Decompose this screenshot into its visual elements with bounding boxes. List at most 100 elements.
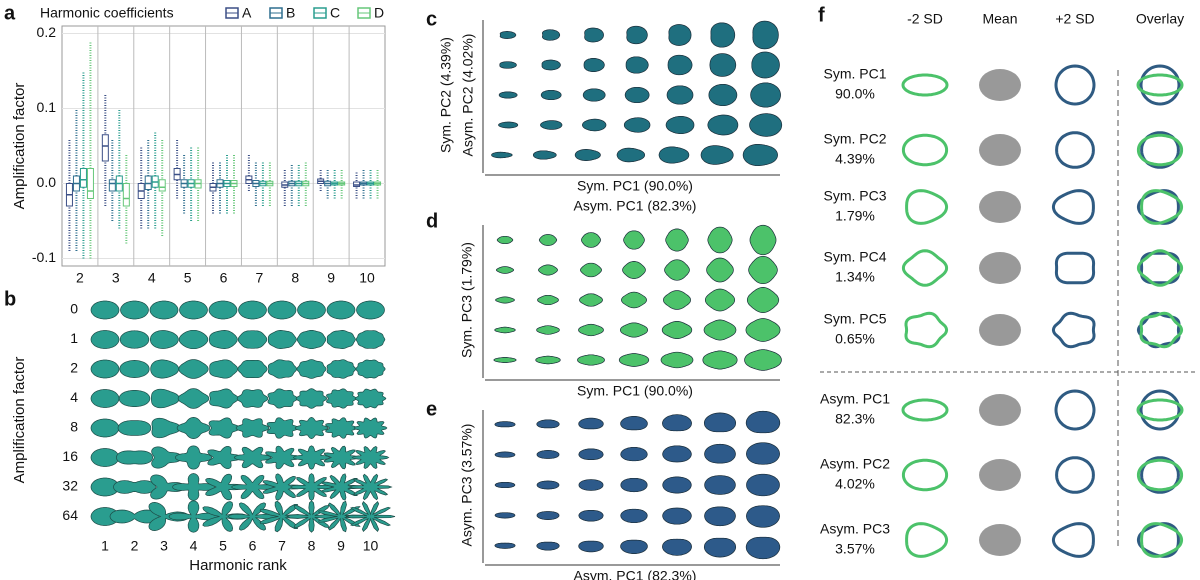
shape [617, 148, 645, 162]
x-tick-label: 7 [278, 538, 286, 554]
shape [708, 115, 738, 135]
shape [180, 301, 208, 319]
shape [173, 474, 215, 501]
shape [268, 330, 296, 348]
shape [623, 261, 646, 278]
shape [326, 418, 358, 439]
shape [711, 23, 735, 47]
shape [91, 390, 119, 408]
mean-shape [979, 191, 1021, 223]
plus-2sd [1053, 191, 1093, 224]
x-tick-label: 5 [219, 538, 227, 554]
minus-2sd [903, 75, 947, 95]
shape [91, 449, 119, 467]
shape [541, 90, 561, 99]
shape [91, 419, 119, 437]
x-tick-label: 10 [363, 538, 379, 554]
shape [579, 541, 604, 552]
row-name: Sym. PC4 [823, 249, 886, 265]
y-axis-label: Asym. PC2 (4.02%) [460, 34, 476, 157]
shape [747, 287, 779, 312]
legend-label: C [330, 5, 340, 21]
legend-label: A [242, 5, 252, 21]
shape [151, 360, 179, 378]
y-axis-label: Sym. PC3 (1.79%) [459, 242, 475, 358]
overlay-green [1138, 400, 1182, 420]
shape [296, 389, 327, 409]
shape [356, 360, 385, 378]
plus-2sd [1056, 253, 1093, 283]
y-axis-label: Amplification factor [11, 357, 28, 484]
shape [580, 294, 603, 307]
shape [152, 418, 181, 438]
shape [749, 256, 778, 283]
x-axis-label: Sym. PC1 (90.0%) [577, 383, 693, 399]
y-axis-label: Sym. PC2 (4.39%) [438, 37, 454, 153]
shape [120, 331, 149, 349]
shape [709, 84, 737, 105]
shape [352, 446, 388, 468]
plus-2sd [1053, 313, 1094, 346]
shape [91, 301, 119, 319]
shape [537, 542, 559, 550]
row-percent: 90.0% [835, 86, 875, 102]
row-label: 1 [70, 330, 78, 346]
row-name: Asym. PC3 [820, 521, 890, 537]
shape [666, 229, 689, 251]
x-tick-label: 8 [308, 538, 316, 554]
mean-shape [979, 252, 1021, 284]
shape [704, 413, 735, 432]
row-label: 32 [62, 478, 78, 494]
shape [175, 446, 211, 469]
shape [752, 52, 780, 78]
shape [116, 451, 152, 464]
shape [210, 360, 238, 378]
shape [350, 474, 392, 500]
shape [746, 443, 779, 465]
shape [496, 297, 515, 303]
shape [346, 502, 395, 532]
shape [585, 28, 604, 42]
minus-2sd [907, 524, 947, 557]
shape [496, 267, 513, 274]
row-name: Asym. PC2 [820, 456, 890, 472]
plot-frame [62, 26, 385, 266]
shape [238, 360, 267, 377]
shape [542, 30, 559, 41]
x-tick-label: 4 [148, 270, 156, 286]
x-tick-label: 6 [249, 538, 257, 554]
y-tick-label: 0.2 [37, 24, 57, 40]
y-tick-label: 0.1 [37, 99, 57, 115]
legend-title: Harmonic coefficients [40, 5, 174, 21]
shape [707, 258, 734, 282]
shape [661, 352, 693, 368]
shape [537, 420, 559, 428]
x-tick-label: 4 [190, 538, 198, 554]
shape [619, 354, 649, 367]
shape [120, 360, 149, 377]
shape [327, 301, 355, 319]
shape [705, 289, 734, 311]
shape [537, 512, 559, 520]
shape [663, 446, 692, 462]
row-percent: 82.3% [835, 411, 875, 427]
minus-2sd [903, 251, 946, 286]
mean-shape [979, 134, 1021, 166]
shape [710, 54, 736, 77]
shape [621, 292, 646, 308]
shape [537, 481, 559, 489]
shape [499, 122, 518, 128]
row-label: 0 [70, 301, 78, 317]
shape [179, 330, 208, 348]
shape [495, 513, 515, 518]
minus-2sd [903, 135, 946, 164]
shape [268, 389, 298, 408]
shape [621, 509, 648, 523]
shape [750, 114, 782, 137]
shape [746, 506, 779, 528]
shape [209, 418, 239, 438]
y-axis-label: Asym. PC3 (3.57%) [459, 424, 475, 547]
shape [150, 301, 178, 319]
shape [579, 324, 604, 336]
shape [228, 503, 277, 531]
